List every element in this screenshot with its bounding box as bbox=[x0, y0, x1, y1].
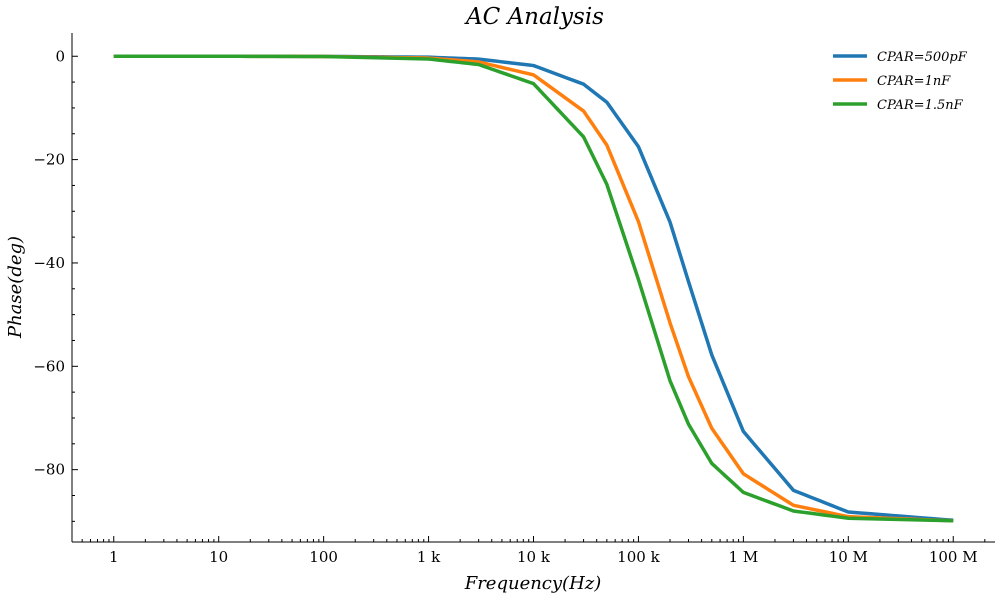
x-tick-label: 10 bbox=[209, 548, 228, 566]
series-layer bbox=[113, 54, 954, 523]
legend-label-3: CPAR=1.5nF bbox=[877, 98, 964, 113]
series-line-3 bbox=[113, 54, 954, 523]
plot-area: 1 10 100 1 k 10 k 100 k 1 M 10 M 100 M 0 −20 −40 −6… bbox=[33, 33, 995, 566]
y-axis-label: Phase(deg) bbox=[5, 236, 26, 339]
x-tick-label: 100 bbox=[309, 548, 338, 566]
chart-title: AC Analysis bbox=[464, 4, 604, 30]
legend-label-1: CPAR=500pF bbox=[877, 50, 968, 65]
legend-label-2: CPAR=1nF bbox=[877, 74, 951, 89]
series-line-1 bbox=[113, 54, 954, 523]
x-axis-ticks: 1 10 100 1 k 10 k 100 k 1 M 10 M 100 M bbox=[71, 536, 986, 566]
x-tick-label: 1 bbox=[109, 548, 119, 566]
series-line-2 bbox=[113, 54, 954, 523]
y-tick-label: −20 bbox=[33, 151, 65, 169]
x-tick-label: 1 M bbox=[729, 548, 759, 566]
x-axis-label: Frequency(Hz) bbox=[464, 573, 602, 594]
y-tick-label: 0 bbox=[55, 47, 65, 65]
y-axis-ticks: 0 −20 −40 −60 −80 bbox=[33, 47, 78, 522]
x-tick-label: 100 M bbox=[929, 548, 978, 566]
y-tick-label: −60 bbox=[33, 357, 65, 375]
y-tick-label: −80 bbox=[33, 461, 65, 479]
y-tick-label: −40 bbox=[33, 254, 65, 272]
legend: CPAR=500pF CPAR=1nF CPAR=1.5nF bbox=[833, 50, 968, 113]
x-tick-label: 100 k bbox=[617, 548, 660, 566]
x-tick-label: 1 k bbox=[417, 548, 441, 566]
x-tick-label: 10 k bbox=[517, 548, 551, 566]
x-tick-label: 10 M bbox=[829, 548, 868, 566]
